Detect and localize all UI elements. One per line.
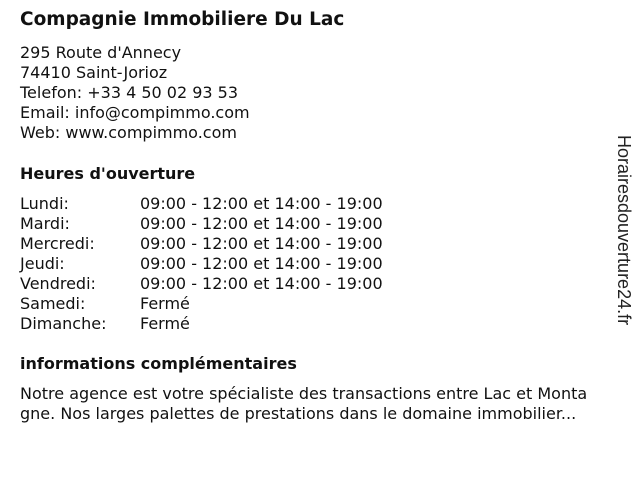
description-line: gne. Nos larges palettes de prestations …	[20, 404, 577, 423]
address-line1: 295 Route d'Annecy	[20, 43, 182, 62]
time: 09:00 - 12:00 et 14:00 - 19:00	[140, 234, 383, 253]
day: Mercredi:	[20, 234, 95, 253]
hours-row: Mercredi: 09:00 - 12:00 et 14:00 - 19:00	[20, 234, 383, 254]
email: Email: info@compimmo.com	[20, 103, 250, 122]
address-line2: 74410 Saint-Jorioz	[20, 63, 168, 82]
watermark: Horairesdouverture24.fr	[612, 135, 634, 345]
hours-table: Lundi: 09:00 - 12:00 et 14:00 - 19:00 Mar…	[20, 194, 383, 334]
time: 09:00 - 12:00 et 14:00 - 19:00	[140, 274, 383, 293]
time: 09:00 - 12:00 et 14:00 - 19:00	[140, 254, 383, 273]
day: Samedi:	[20, 294, 86, 313]
time: 09:00 - 12:00 et 14:00 - 19:00	[140, 214, 383, 233]
time: Fermé	[140, 314, 190, 333]
hours-row: Jeudi: 09:00 - 12:00 et 14:00 - 19:00	[20, 254, 383, 274]
company-name: Compagnie Immobiliere Du Lac	[20, 9, 345, 30]
hours-row: Dimanche: Fermé	[20, 314, 383, 334]
hours-row: Vendredi: 09:00 - 12:00 et 14:00 - 19:00	[20, 274, 383, 294]
day: Vendredi:	[20, 274, 96, 293]
hours-heading: Heures d'ouverture	[20, 164, 196, 183]
phone: Telefon: +33 4 50 02 93 53	[20, 83, 239, 102]
website: Web: www.compimmo.com	[20, 123, 237, 142]
hours-row: Samedi: Fermé	[20, 294, 383, 314]
day: Lundi:	[20, 194, 69, 213]
watermark-text: Horairesdouverture24.fr	[614, 135, 634, 326]
hours-row: Mardi: 09:00 - 12:00 et 14:00 - 19:00	[20, 214, 383, 234]
day: Jeudi:	[20, 254, 65, 273]
day: Mardi:	[20, 214, 70, 233]
hours-row: Lundi: 09:00 - 12:00 et 14:00 - 19:00	[20, 194, 383, 214]
time: Fermé	[140, 294, 190, 313]
time: 09:00 - 12:00 et 14:00 - 19:00	[140, 194, 383, 213]
description: Notre agence est votre spécialiste des t…	[20, 384, 587, 424]
day: Dimanche:	[20, 314, 107, 333]
info-heading: informations complémentaires	[20, 354, 297, 373]
contact-block: 295 Route d'Annecy 74410 Saint-Jorioz Te…	[20, 43, 250, 143]
description-line: Notre agence est votre spécialiste des t…	[20, 384, 588, 403]
